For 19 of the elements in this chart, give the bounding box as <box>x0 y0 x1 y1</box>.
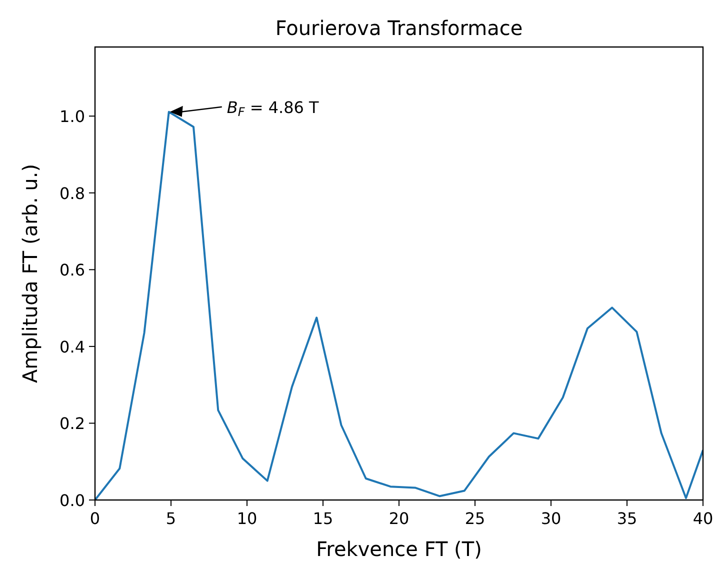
x-tick-label: 15 <box>312 509 334 528</box>
x-tick-label: 30 <box>540 509 562 528</box>
y-tick-label: 0.0 <box>60 491 85 510</box>
x-tick-label: 40 <box>692 509 714 528</box>
y-tick-label: 1.0 <box>60 107 85 126</box>
x-axis-title: Frekvence FT (T) <box>316 537 482 561</box>
annotation: B$_{F}$ = 4.86 T <box>226 98 320 119</box>
x-tick-label: 20 <box>388 509 410 528</box>
y-tick-label: 0.6 <box>60 260 85 280</box>
x-tick-label: 0 <box>90 509 100 528</box>
y-tick-label: 0.4 <box>60 337 85 356</box>
x-tick-label: 25 <box>464 509 486 528</box>
x-tick-label: 35 <box>616 509 638 528</box>
y-tick-label: 0.8 <box>60 184 85 203</box>
y-tick-label: 0.2 <box>60 414 85 434</box>
x-tick-label: 10 <box>236 509 258 528</box>
y-axis-title: Amplituda FT (arb. u.) <box>18 164 42 384</box>
chart-title: Fourierova Transformace <box>275 16 523 40</box>
x-tick-label: 5 <box>166 509 176 528</box>
